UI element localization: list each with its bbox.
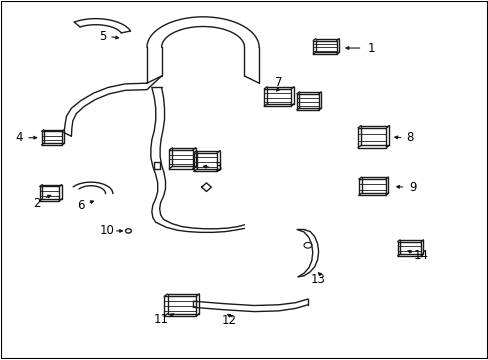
Text: 14: 14 <box>413 249 427 262</box>
Text: 10: 10 <box>100 224 114 238</box>
Text: 5: 5 <box>99 30 106 43</box>
Text: 6: 6 <box>77 199 85 212</box>
Text: 3: 3 <box>214 161 221 174</box>
Text: 7: 7 <box>274 76 282 89</box>
Text: 9: 9 <box>408 181 416 194</box>
Text: 12: 12 <box>221 314 236 327</box>
Text: 1: 1 <box>367 41 374 54</box>
Text: 8: 8 <box>406 131 413 144</box>
Text: 4: 4 <box>16 131 23 144</box>
Text: 2: 2 <box>34 197 41 210</box>
Text: 13: 13 <box>309 273 325 286</box>
Text: 11: 11 <box>154 313 169 327</box>
